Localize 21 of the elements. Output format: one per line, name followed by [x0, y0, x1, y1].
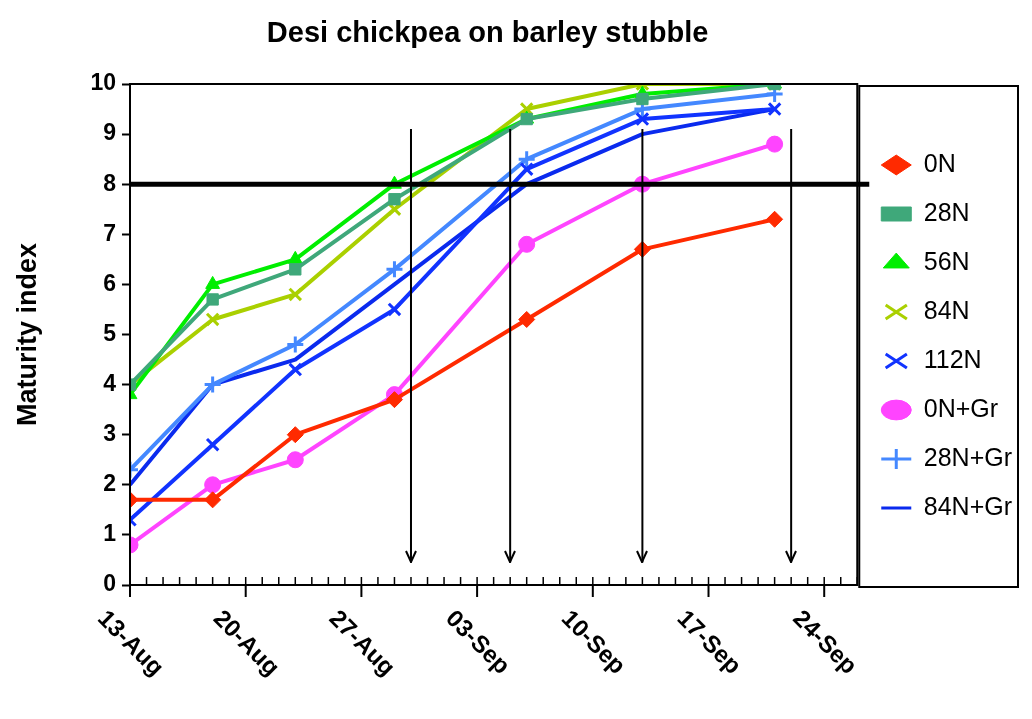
y-tick-label: 3 [103, 420, 116, 447]
y-tick-label: 10 [90, 69, 116, 96]
y-tick-label: 9 [103, 119, 116, 146]
y-tick-label: 8 [103, 169, 117, 196]
y-tick-label: 4 [103, 369, 117, 396]
legend-label: 0N+Gr [923, 393, 999, 422]
legend-label: 28N [923, 197, 970, 226]
chart-title: Desi chickpea on barley stubble [266, 16, 709, 48]
legend-label: 84N+Gr [923, 491, 1012, 520]
legend-label: 28N+Gr [923, 442, 1012, 471]
y-tick-label: 0 [103, 570, 116, 597]
legend-label: 0N [923, 148, 956, 177]
y-tick-label: 6 [103, 269, 116, 296]
y-tick-label: 7 [103, 219, 116, 246]
legend-label: 84N [923, 295, 970, 324]
legend-label: 56N [923, 246, 970, 275]
y-tick-label: 1 [103, 520, 117, 547]
y-axis-title: Maturity index [11, 242, 42, 427]
y-tick-label: 2 [103, 470, 116, 497]
legend-label: 112N [923, 344, 982, 373]
y-tick-label: 5 [103, 319, 117, 346]
